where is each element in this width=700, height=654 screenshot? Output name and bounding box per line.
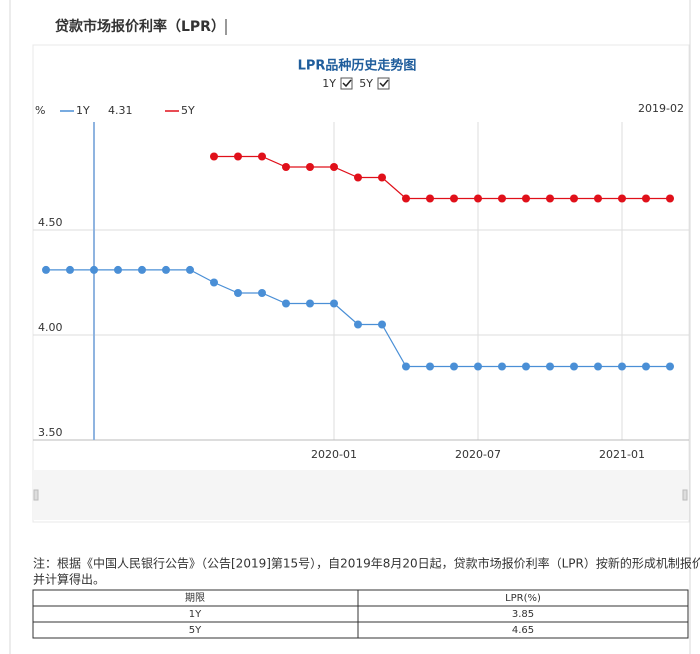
- data-point: [210, 152, 218, 161]
- x-tick-label: 2021-01: [599, 448, 645, 461]
- data-point: [354, 320, 362, 329]
- note-line: 注：根据《中国人民银行公告》（公告[2019]第15号），自2019年8月20日…: [33, 556, 700, 571]
- data-point: [426, 194, 434, 203]
- checkbox[interactable]: [377, 77, 390, 90]
- data-point: [234, 152, 242, 161]
- y-tick-label: 4.00: [38, 321, 63, 334]
- table-header: LPR(%): [505, 593, 541, 604]
- chart-frame: [32, 44, 690, 523]
- data-point: [258, 289, 266, 297]
- x-tick-label: 2020-07: [455, 448, 501, 461]
- table-cell: 5Y: [189, 625, 202, 636]
- y-tick-label: 4.50: [38, 216, 63, 229]
- legend-label: 5Y: [181, 104, 195, 117]
- data-point: [522, 362, 530, 371]
- data-point: [138, 265, 146, 274]
- data-point: [474, 362, 482, 371]
- checkbox[interactable]: [340, 77, 353, 90]
- data-point: [618, 194, 626, 203]
- data-point: [114, 265, 122, 274]
- data-point: [282, 163, 290, 171]
- data-point: [498, 194, 506, 203]
- scroll-handle[interactable]: [682, 489, 688, 501]
- data-point: [594, 194, 602, 203]
- scroll-strip[interactable]: [33, 470, 689, 520]
- data-point: [474, 194, 482, 203]
- hover-value: 4.31: [108, 104, 133, 117]
- data-point: [450, 194, 458, 203]
- data-point: [306, 163, 314, 171]
- legend-label: 1Y: [76, 104, 90, 117]
- data-point: [162, 265, 170, 274]
- data-point: [426, 362, 434, 371]
- data-point: [354, 173, 362, 182]
- table-cell: 4.65: [512, 625, 534, 636]
- unit-label: %: [35, 104, 45, 117]
- data-point: [546, 362, 554, 371]
- data-point: [618, 362, 626, 371]
- data-point: [90, 265, 98, 274]
- chart-title: LPR品种历史走势图: [298, 58, 417, 74]
- data-point: [330, 163, 338, 171]
- data-point: [546, 194, 554, 203]
- data-point: [666, 362, 674, 371]
- x-tick-label: 2020-01: [311, 448, 357, 461]
- data-point: [186, 265, 194, 274]
- data-point: [450, 362, 458, 371]
- data-point: [306, 299, 314, 308]
- data-point: [66, 265, 74, 274]
- data-point: [378, 173, 386, 182]
- data-point: [642, 362, 650, 371]
- data-point: [402, 362, 410, 371]
- data-point: [642, 194, 650, 203]
- table-header: 期限: [185, 592, 205, 604]
- hover-date: 2019-02: [638, 102, 684, 115]
- note-line: 并计算得出。: [33, 572, 105, 587]
- data-point: [42, 265, 50, 274]
- toggle-label: 5Y: [359, 77, 373, 90]
- table-cell: 3.85: [512, 609, 534, 620]
- data-point: [594, 362, 602, 371]
- data-point: [282, 299, 290, 308]
- data-point: [666, 194, 674, 203]
- toggle-label: 1Y: [322, 77, 336, 90]
- y-tick-label: 3.50: [38, 426, 63, 439]
- page-title: 贷款市场报价利率（LPR）: [55, 18, 225, 35]
- data-point: [570, 194, 578, 203]
- data-point: [570, 362, 578, 371]
- table: [32, 589, 689, 639]
- scroll-handle[interactable]: [33, 489, 39, 501]
- data-point: [210, 278, 218, 287]
- data-point: [330, 299, 338, 308]
- data-point: [402, 194, 410, 203]
- data-point: [234, 289, 242, 297]
- data-point: [498, 362, 506, 371]
- table-cell: 1Y: [189, 609, 202, 620]
- data-point: [258, 152, 266, 161]
- data-point: [522, 194, 530, 203]
- data-point: [378, 320, 386, 329]
